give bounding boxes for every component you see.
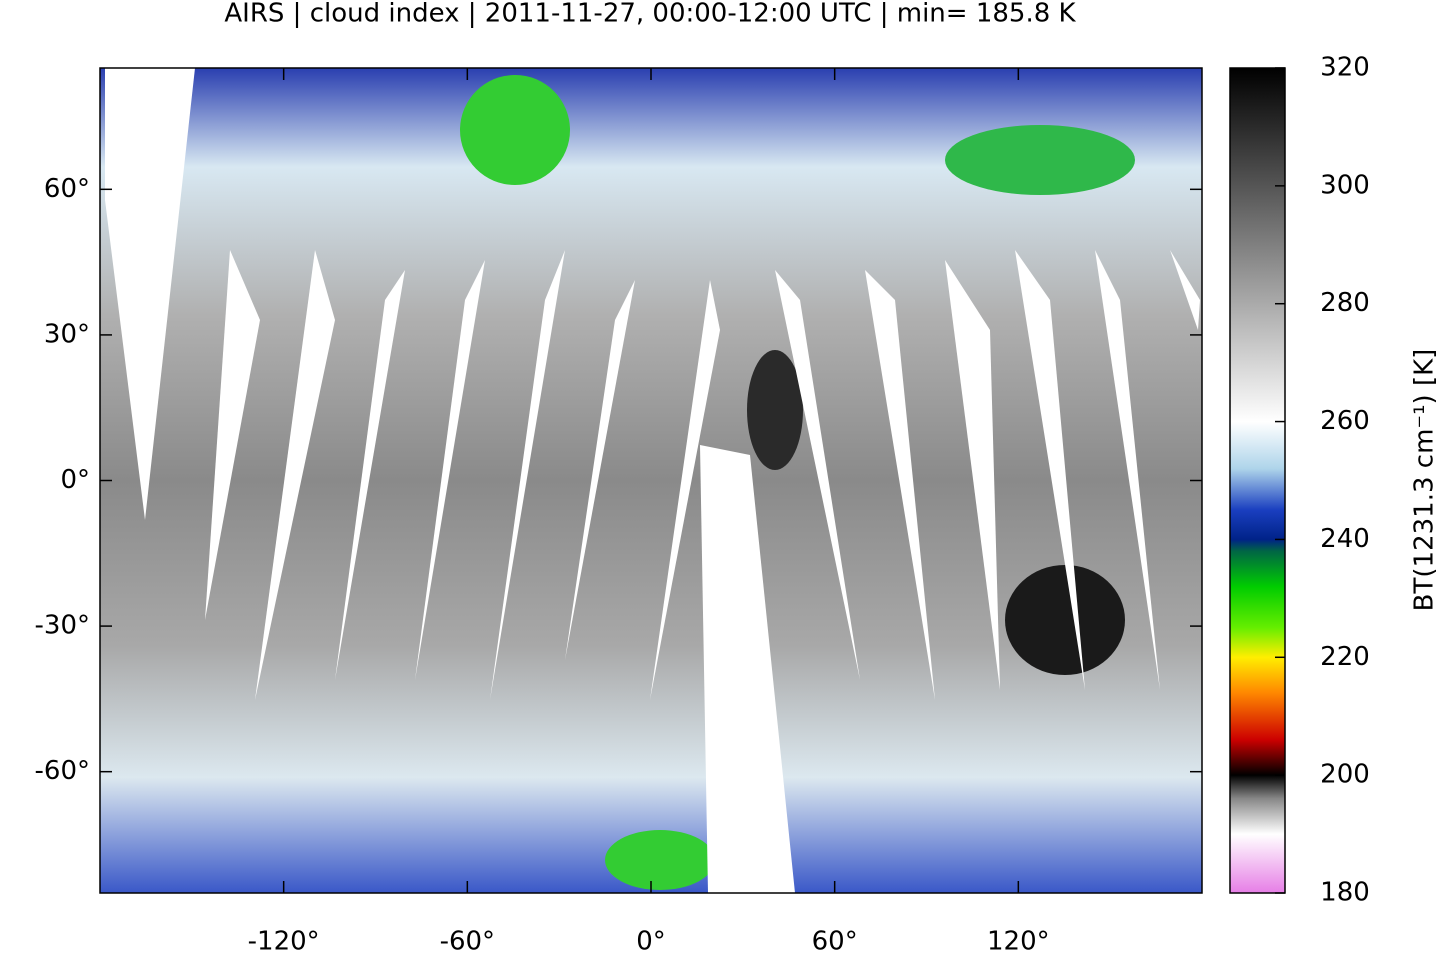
cloud-feature (605, 830, 715, 890)
colorbar-tick-label: 180 (1320, 878, 1370, 908)
map-plot (99, 67, 1203, 894)
y-tick-label: -30° (35, 611, 90, 641)
colorbar-tick-label: 220 (1320, 642, 1370, 672)
y-tick-label: 60° (44, 174, 90, 204)
data-gaps (105, 68, 1200, 893)
x-tick-label: -120° (248, 927, 320, 957)
colorbar-tick-label: 200 (1320, 760, 1370, 790)
colorbar-tick-label: 280 (1320, 288, 1370, 318)
colorbar-label: BT(1231.3 cm⁻¹) [K] (1410, 349, 1440, 612)
colorbar-tick-label: 320 (1320, 53, 1370, 83)
x-tick-label: -60° (440, 927, 495, 957)
map-title: AIRS | cloud index | 2011-11-27, 00:00-1… (224, 0, 1076, 29)
x-tick-label: 60° (812, 927, 858, 957)
colorbar (1230, 68, 1285, 893)
land-feature (747, 350, 803, 470)
colorbar-tick-label: 240 (1320, 524, 1370, 554)
colorbar-tick-label: 260 (1320, 406, 1370, 436)
y-tick-label: 0° (60, 465, 90, 495)
land-feature (1005, 565, 1125, 675)
cloud-feature (945, 125, 1135, 195)
cloud-feature (460, 75, 570, 185)
y-tick-label: -60° (35, 756, 90, 786)
y-tick-label: 30° (44, 319, 90, 349)
colorbar-tick-label: 300 (1320, 170, 1370, 200)
map-image (100, 68, 1202, 893)
x-tick-label: 120° (987, 927, 1050, 957)
colorbar-frame (1229, 67, 1286, 894)
x-tick-label: 0° (636, 927, 666, 957)
